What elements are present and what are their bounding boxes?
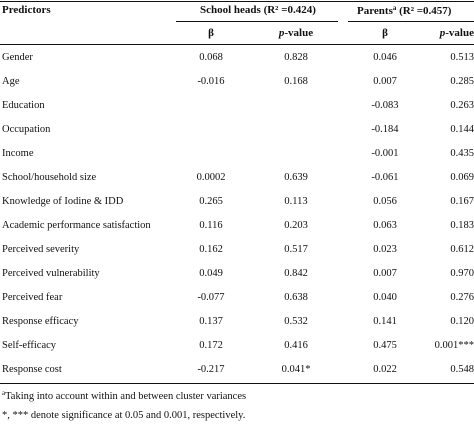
pa-p-cell: 0.285 — [450, 76, 474, 87]
sh-beta-cell — [176, 94, 246, 118]
sh-beta-cell: -0.016 — [197, 76, 225, 87]
pa-beta-cell: 0.046 — [373, 52, 397, 63]
row-label: Age — [2, 76, 20, 87]
table-row: Gender 0.068 0.828 0.046 0.513 — [0, 46, 474, 70]
row-label: Gender — [2, 52, 33, 63]
sh-p-cell — [256, 142, 336, 166]
pa-p-cell: 0.612 — [450, 244, 474, 255]
pa-p-cell: 0.276 — [450, 292, 474, 303]
school-heads-rule — [176, 21, 338, 22]
row-label: Education — [2, 100, 45, 111]
footnote-cluster: aTaking into account within and between … — [2, 389, 247, 402]
table-row: Knowledge of Iodine & IDD 0.265 0.113 0.… — [0, 190, 474, 214]
sh-p-cell: 0.168 — [284, 76, 308, 87]
pa-p-cell: 0.144 — [450, 124, 474, 135]
sh-beta-cell: 0.068 — [199, 52, 223, 63]
pa-p-cell: 0.548 — [450, 364, 474, 375]
sh-beta-cell: 0.162 — [199, 244, 223, 255]
pa-beta-cell: -0.083 — [371, 100, 399, 111]
sh-beta-cell: 0.049 — [199, 268, 223, 279]
table-row: Perceived fear -0.077 0.638 0.040 0.276 — [0, 286, 474, 310]
row-label: Income — [2, 148, 34, 159]
parents-rule — [348, 21, 474, 22]
sh-p-cell: 0.638 — [284, 292, 308, 303]
pa-p-cell: 0.069 — [450, 172, 474, 183]
pa-p-cell: 0.970 — [450, 268, 474, 279]
sh-beta-cell: 0.0002 — [196, 172, 226, 183]
pa-p-cell: 0.001*** — [434, 340, 474, 351]
table-row: Perceived vulnerability 0.049 0.842 0.00… — [0, 262, 474, 286]
pa-beta-cell: 0.141 — [373, 316, 397, 327]
pa-beta-header: β — [382, 27, 388, 39]
pa-beta-cell: -0.061 — [371, 172, 399, 183]
table-row: Occupation -0.184 0.144 — [0, 118, 474, 142]
sh-beta-cell: 0.116 — [199, 220, 223, 231]
pa-p-cell: 0.120 — [450, 316, 474, 327]
pa-beta-cell: 0.063 — [373, 220, 397, 231]
row-label: Perceived fear — [2, 292, 63, 303]
sh-p-cell: 0.203 — [284, 220, 308, 231]
sh-p-cell: 0.517 — [284, 244, 308, 255]
row-label: Academic performance satisfaction — [2, 220, 151, 231]
sh-beta-cell: -0.077 — [197, 292, 225, 303]
row-label: Response cost — [2, 364, 62, 375]
table-row: School/household size 0.0002 0.639 -0.06… — [0, 166, 474, 190]
bottom-rule — [0, 383, 474, 384]
pa-beta-cell: 0.475 — [373, 340, 397, 351]
parents-header: Parentsa (R² =0.457) — [357, 4, 452, 17]
pa-beta-cell: 0.023 — [373, 244, 397, 255]
pa-beta-cell: 0.056 — [373, 196, 397, 207]
table-row: Response cost -0.217 0.041* 0.022 0.548 — [0, 358, 474, 382]
sh-beta-cell: 0.265 — [199, 196, 223, 207]
pa-beta-cell: 0.040 — [373, 292, 397, 303]
pa-p-cell: 0.183 — [450, 220, 474, 231]
footnote-significance: *, *** denote significance at 0.05 and 0… — [2, 410, 246, 421]
sh-p-cell: 0.416 — [284, 340, 308, 351]
predictors-header: Predictors — [2, 4, 51, 16]
pa-p-cell: 0.263 — [450, 100, 474, 111]
sh-beta-cell: 0.137 — [199, 316, 223, 327]
pa-p-cell: 0.167 — [450, 196, 474, 207]
row-label: Knowledge of Iodine & IDD — [2, 196, 124, 207]
pa-pvalue-header: p-value — [439, 27, 474, 39]
sh-p-cell: 0.828 — [284, 52, 308, 63]
sh-p-cell: 0.113 — [284, 196, 308, 207]
row-label: Self-efficacy — [2, 340, 57, 351]
sh-p-cell: 0.639 — [284, 172, 308, 183]
sh-beta-cell: -0.217 — [197, 364, 225, 375]
sh-p-cell — [256, 118, 336, 142]
pa-beta-cell: 0.007 — [373, 268, 397, 279]
sh-beta-cell — [176, 118, 246, 142]
pa-beta-cell: -0.001 — [371, 148, 399, 159]
table-row: Academic performance satisfaction 0.116 … — [0, 214, 474, 238]
row-label: Perceived vulnerability — [2, 268, 100, 279]
school-heads-header: School heads (R² =0.424) — [200, 4, 316, 16]
sh-beta-cell: 0.172 — [199, 340, 223, 351]
sh-pvalue-header: p-value — [278, 27, 314, 39]
table-row: Self-efficacy 0.172 0.416 0.475 0.001*** — [0, 334, 474, 358]
row-label: Response efficacy — [2, 316, 79, 327]
table-row: Response efficacy 0.137 0.532 0.141 0.12… — [0, 310, 474, 334]
pa-beta-cell: 0.007 — [373, 76, 397, 87]
table-row: Age -0.016 0.168 0.007 0.285 — [0, 70, 474, 94]
pa-beta-cell: -0.184 — [371, 124, 399, 135]
header-rule — [0, 44, 474, 45]
sh-p-cell: 0.842 — [284, 268, 308, 279]
row-label: Perceived severity — [2, 244, 80, 255]
pa-p-cell: 0.435 — [450, 148, 474, 159]
sh-p-cell — [256, 94, 336, 118]
pa-p-cell: 0.513 — [450, 52, 474, 63]
table-row: Education -0.083 0.263 — [0, 94, 474, 118]
pa-beta-cell: 0.022 — [373, 364, 397, 375]
table-row: Income -0.001 0.435 — [0, 142, 474, 166]
table-row: Perceived severity 0.162 0.517 0.023 0.6… — [0, 238, 474, 262]
row-label: Occupation — [2, 124, 51, 135]
sh-beta-header: β — [208, 27, 214, 39]
sh-beta-cell — [176, 142, 246, 166]
sh-p-cell: 0.532 — [284, 316, 308, 327]
row-label: School/household size — [2, 172, 97, 183]
top-rule — [0, 1, 474, 2]
sh-p-cell: 0.041* — [281, 364, 311, 375]
